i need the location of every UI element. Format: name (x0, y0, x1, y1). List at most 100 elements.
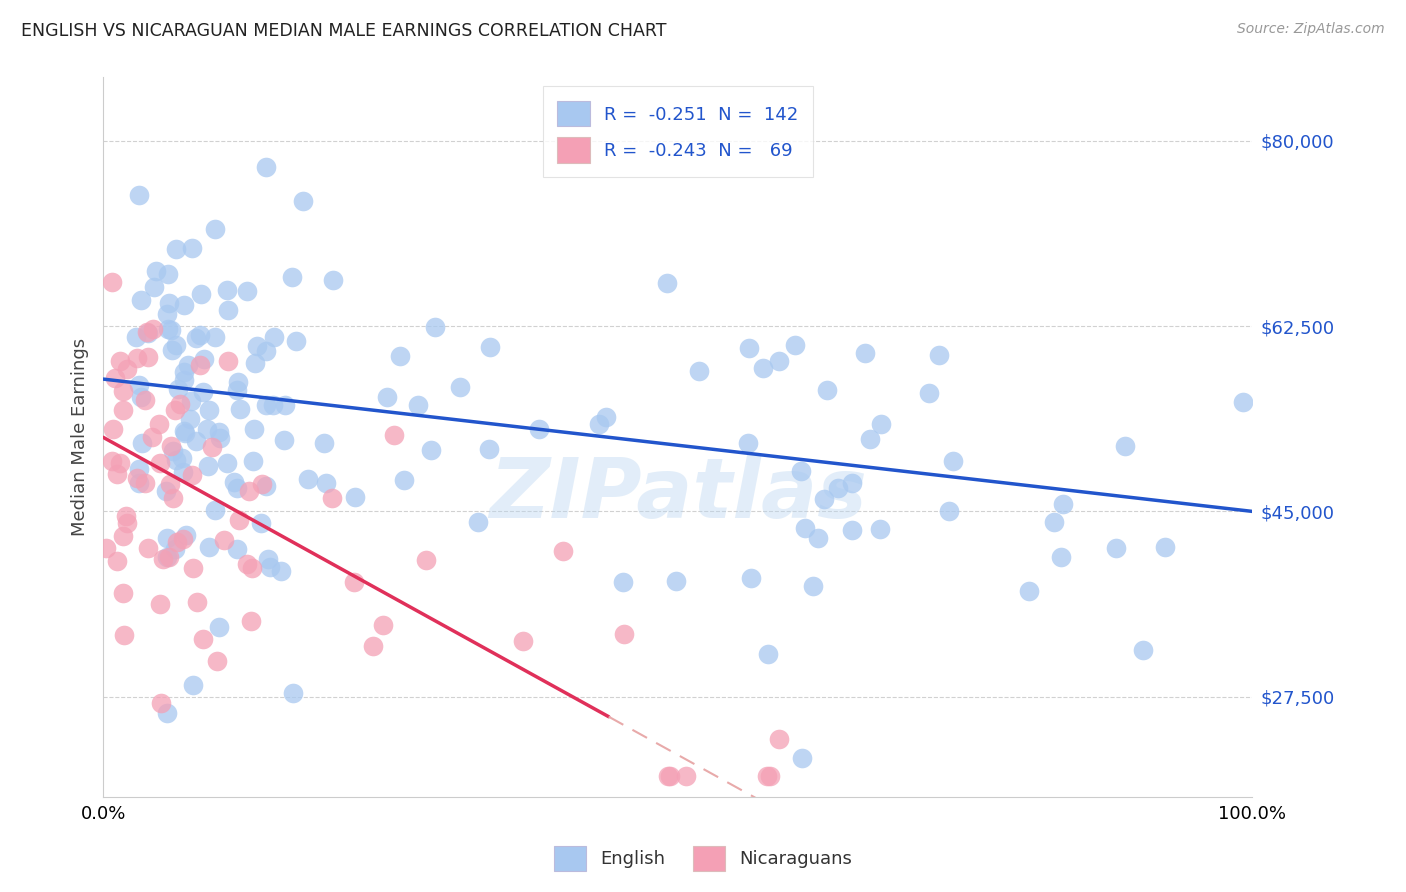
Point (169, 397, 191, 411)
Point (1050, 550, 1073, 565)
Point (759, 769, 782, 783)
Point (756, 647, 779, 661)
Point (128, 476, 150, 491)
Point (588, 417, 610, 431)
Point (236, 558, 259, 572)
Point (201, 440, 224, 454)
Point (204, 221, 226, 235)
Point (152, 551, 174, 566)
Point (254, 478, 277, 492)
Point (243, 356, 266, 370)
Point (254, 398, 277, 412)
Point (273, 398, 295, 412)
Point (242, 454, 264, 468)
Point (343, 490, 366, 504)
Point (613, 627, 636, 641)
Point (173, 373, 195, 387)
Point (209, 431, 232, 445)
Point (156, 549, 179, 564)
Point (129, 390, 152, 404)
Point (321, 491, 343, 505)
Point (165, 452, 187, 467)
Point (186, 595, 208, 609)
Point (100, 454, 122, 468)
Point (149, 597, 172, 611)
Point (165, 338, 187, 352)
Point (131, 436, 153, 450)
Point (283, 686, 305, 700)
Point (149, 456, 172, 470)
Point (172, 532, 194, 546)
Point (768, 354, 790, 368)
Point (127, 351, 149, 365)
Point (655, 276, 678, 290)
Point (1132, 643, 1154, 657)
Point (165, 242, 187, 256)
Point (479, 340, 502, 354)
Point (512, 634, 534, 648)
Point (612, 575, 634, 590)
Point (105, 554, 128, 568)
Point (236, 284, 259, 298)
Point (217, 303, 239, 318)
Point (136, 350, 159, 364)
Point (184, 331, 207, 345)
Point (321, 273, 343, 287)
Point (167, 383, 190, 397)
Point (408, 398, 430, 412)
Point (173, 425, 195, 440)
Point (420, 442, 443, 457)
Y-axis label: Median Male Earnings: Median Male Earnings (72, 338, 89, 536)
Point (675, 769, 697, 783)
Point (228, 513, 250, 527)
Point (115, 516, 138, 530)
Point (157, 296, 180, 310)
Point (284, 334, 307, 348)
Point (243, 422, 266, 436)
Point (205, 654, 228, 668)
Point (162, 443, 184, 458)
Point (111, 585, 134, 599)
Point (225, 542, 247, 557)
Point (226, 384, 249, 398)
Point (191, 384, 214, 399)
Point (1154, 540, 1177, 554)
Point (1043, 515, 1066, 529)
Point (297, 471, 319, 485)
Point (101, 276, 124, 290)
Text: Source: ZipAtlas.com: Source: ZipAtlas.com (1237, 22, 1385, 37)
Point (794, 521, 817, 535)
Point (149, 696, 172, 710)
Point (254, 344, 277, 359)
Point (551, 544, 574, 558)
Point (1052, 498, 1074, 512)
Point (198, 540, 221, 554)
Point (257, 551, 280, 566)
Point (665, 574, 688, 589)
Point (125, 330, 148, 344)
Point (155, 483, 177, 498)
Point (148, 417, 170, 432)
Point (112, 628, 135, 642)
Point (159, 323, 181, 337)
Point (785, 338, 807, 352)
Point (204, 329, 226, 343)
Point (181, 561, 204, 575)
Point (111, 402, 134, 417)
Point (853, 346, 876, 360)
Point (208, 620, 231, 634)
Point (928, 348, 950, 362)
Point (869, 522, 891, 536)
Point (180, 393, 202, 408)
Point (135, 325, 157, 339)
Point (217, 354, 239, 368)
Point (193, 632, 215, 646)
Point (389, 349, 412, 363)
Point (361, 639, 384, 653)
Point (217, 456, 239, 470)
Point (159, 476, 181, 491)
Point (942, 453, 965, 467)
Point (179, 412, 201, 426)
Point (208, 425, 231, 439)
Point (134, 475, 156, 490)
